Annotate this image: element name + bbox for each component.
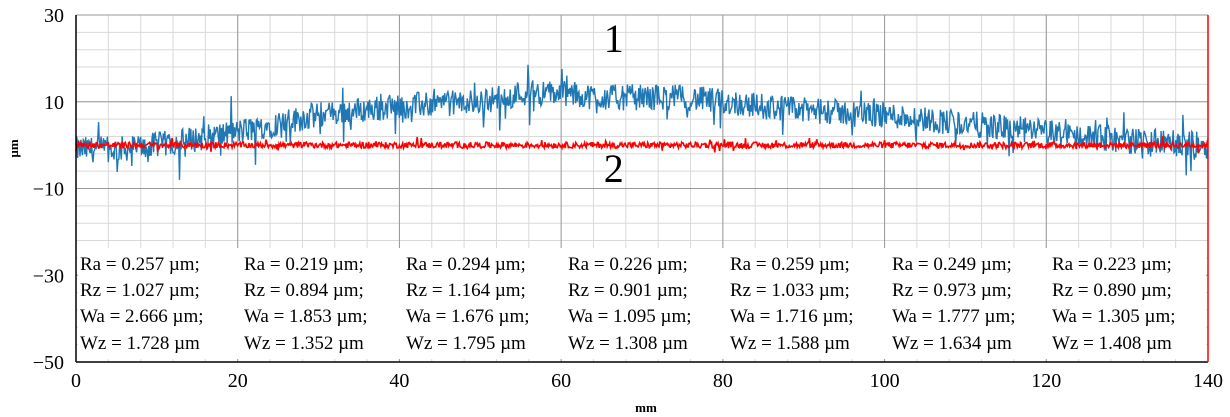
x-tick-label: 80 [713, 370, 733, 392]
metric-cell: Wz = 1.634 µm [892, 333, 1012, 354]
metric-cell: Ra = 0.249 µm; [892, 254, 1012, 275]
metric-cell: Wz = 1.352 µm [244, 333, 364, 354]
metric-cell: Ra = 0.259 µm; [730, 254, 850, 275]
metric-cell: Rz = 0.973 µm; [892, 280, 1012, 301]
metric-cell: Wa = 1.305 µm; [1052, 306, 1176, 327]
metric-cell: Wz = 1.588 µm [730, 333, 850, 354]
x-tick-label: 120 [1031, 370, 1061, 392]
metric-cell: Rz = 1.033 µm; [730, 280, 850, 301]
x-tick-label: 140 [1193, 370, 1223, 392]
metric-cell: Rz = 0.894 µm; [244, 280, 364, 301]
metric-cell: Wz = 1.728 µm [80, 333, 200, 354]
metric-cell: Wz = 1.795 µm [406, 333, 526, 354]
metric-cell: Wz = 1.408 µm [1052, 333, 1172, 354]
y-tick-label: 10 [44, 92, 64, 114]
metric-cell: Rz = 1.027 µm; [80, 280, 200, 301]
curve-label-2: 2 [604, 146, 624, 191]
metric-cell: Ra = 0.226 µm; [568, 254, 688, 275]
axes [75, 15, 1209, 363]
x-axis-label: mm [635, 400, 657, 415]
y-tick-label: −30 [33, 265, 64, 287]
labels: mm µm 1 2 [6, 16, 657, 415]
metric-cell: Ra = 0.219 µm; [244, 254, 364, 275]
y-axis-label: µm [6, 139, 21, 157]
curve-label-1: 1 [604, 16, 624, 61]
metric-cell: Ra = 0.257 µm; [80, 254, 200, 275]
metric-cell: Wa = 1.777 µm; [892, 306, 1016, 327]
metric-cell: Ra = 0.223 µm; [1052, 254, 1172, 275]
x-tick-label: 40 [389, 370, 409, 392]
metric-cell: Wz = 1.308 µm [568, 333, 688, 354]
metric-cell: Ra = 0.294 µm; [406, 254, 526, 275]
metric-cell: Wa = 2.666 µm; [80, 306, 204, 327]
tick-labels: 0 20 40 60 80 100 120 140 30 10 −10 −30 −50 [33, 5, 1223, 392]
metric-cell: Rz = 0.890 µm; [1052, 280, 1172, 301]
metrics-table: Ra = 0.257 µm; Ra = 0.219 µm; Ra = 0.294 µ… [78, 248, 1206, 359]
metric-cell: Wa = 1.095 µm; [568, 306, 692, 327]
metric-cell: Wa = 1.676 µm; [406, 306, 530, 327]
metric-cell: Wa = 1.853 µm; [244, 306, 368, 327]
y-tick-label: −10 [33, 179, 64, 201]
x-tick-label: 20 [228, 370, 248, 392]
x-tick-label: 100 [870, 370, 900, 392]
series-layer [75, 64, 1209, 180]
metric-cell: Rz = 1.164 µm; [406, 280, 526, 301]
y-tick-label: −50 [33, 352, 64, 374]
x-tick-label: 0 [71, 370, 81, 392]
y-tick-label: 30 [44, 5, 64, 27]
metric-cell: Rz = 0.901 µm; [568, 280, 688, 301]
metrics-background [78, 248, 1206, 359]
metric-cell: Wa = 1.716 µm; [730, 306, 854, 327]
series-1-line [75, 64, 1209, 180]
series-2-line [75, 136, 1209, 154]
x-tick-label: 60 [551, 370, 571, 392]
